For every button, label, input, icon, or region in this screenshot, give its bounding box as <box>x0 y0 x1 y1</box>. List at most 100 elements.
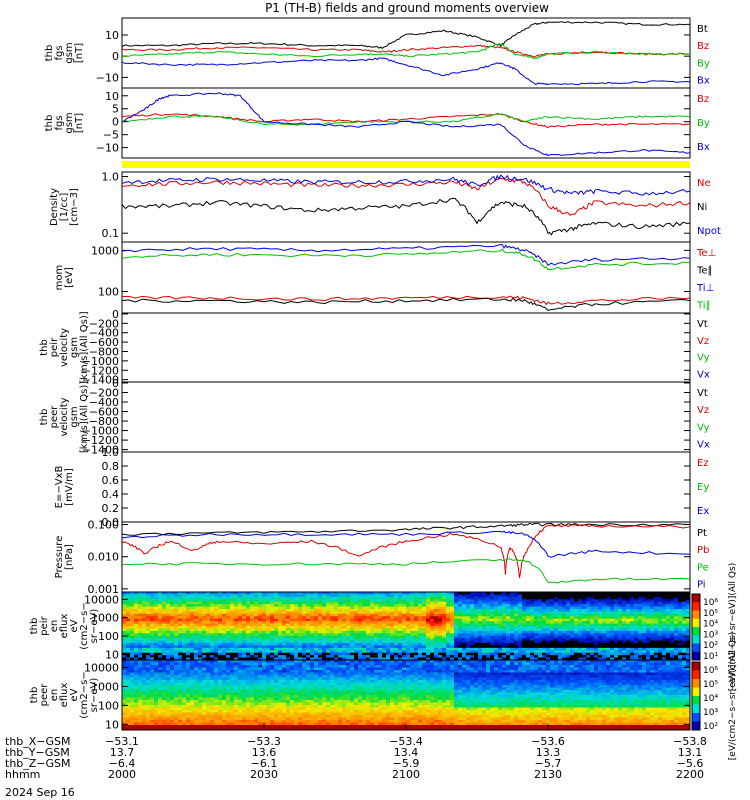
heatmap-cell <box>598 621 603 624</box>
heatmap-cell <box>506 592 511 595</box>
ylabel-line: thb <box>39 409 50 426</box>
heatmap-cell <box>178 660 183 663</box>
heatmap-cell <box>154 705 159 708</box>
heatmap-cell <box>590 640 595 644</box>
heatmap-cell <box>354 650 359 654</box>
heatmap-cell <box>550 596 555 600</box>
legend-entry: By <box>697 58 710 69</box>
heatmap-cell <box>222 702 227 706</box>
heatmap-cell <box>290 611 295 615</box>
heatmap-cell <box>406 640 411 644</box>
heatmap-cell <box>158 621 163 624</box>
heatmap-cell <box>494 635 499 639</box>
heatmap-cell <box>146 662 151 666</box>
heatmap-cell <box>286 616 291 620</box>
heatmap-cell <box>122 705 127 708</box>
heatmap-cell <box>662 645 667 649</box>
heatmap-cell <box>442 635 447 639</box>
heatmap-cell <box>494 650 499 654</box>
heatmap-cell <box>602 613 607 617</box>
legend-entry: Vx <box>697 370 710 381</box>
heatmap-cell <box>338 613 343 617</box>
heatmap-cell <box>198 712 203 716</box>
heatmap-cell <box>638 657 643 661</box>
heatmap-cell <box>154 606 159 610</box>
heatmap-cell <box>162 667 167 671</box>
heatmap-cell <box>254 611 259 615</box>
heatmap-cell <box>654 599 659 603</box>
heatmap-cell <box>166 645 171 649</box>
heatmap-cell <box>626 628 631 632</box>
heatmap-cell <box>518 621 523 624</box>
heatmap-cell <box>366 623 371 627</box>
heatmap-cell <box>362 638 367 641</box>
ytick-label: 5 <box>112 103 119 116</box>
heatmap-cell <box>142 707 147 711</box>
heatmap-cell <box>310 616 315 620</box>
heatmap-cell <box>486 613 491 617</box>
heatmap-cell <box>166 682 171 686</box>
heatmap-cell <box>146 692 151 696</box>
heatmap-cell <box>442 657 447 661</box>
heatmap-cell <box>162 623 167 627</box>
heatmap-cell <box>158 672 163 676</box>
heatmap-cell <box>306 628 311 632</box>
heatmap-cell <box>378 640 383 644</box>
heatmap-cell <box>534 638 539 641</box>
heatmap-cell <box>158 606 163 610</box>
heatmap-cell <box>326 630 331 634</box>
heatmap-cell <box>670 609 675 612</box>
heatmap-cell <box>218 599 223 603</box>
heatmap-cell <box>398 611 403 615</box>
heatmap-cell <box>194 725 199 728</box>
heatmap-cell <box>158 725 163 728</box>
heatmap-cell <box>182 692 187 696</box>
heatmap-cell <box>650 643 655 646</box>
heatmap-cell <box>518 638 523 641</box>
heatmap-cell <box>178 710 183 713</box>
heatmap-cell <box>462 635 467 639</box>
heatmap-cell <box>210 707 215 711</box>
heatmap-cell <box>478 594 483 598</box>
heatmap-cell <box>150 702 155 706</box>
heatmap-cell <box>126 611 131 615</box>
heatmap-cell <box>158 675 163 678</box>
heatmap-cell <box>398 621 403 624</box>
heatmap-cell <box>138 643 143 646</box>
heatmap-cell <box>326 652 331 656</box>
heatmap-cell <box>398 635 403 639</box>
heatmap-cell <box>358 652 363 656</box>
heatmap-cell <box>546 635 551 639</box>
heatmap-cell <box>230 667 235 671</box>
heatmap-cell <box>146 621 151 624</box>
heatmap-cell <box>362 635 367 639</box>
heatmap-cell <box>174 638 179 641</box>
heatmap-cell <box>522 616 527 620</box>
heatmap-cell <box>602 635 607 639</box>
heatmap-cell <box>346 638 351 641</box>
heatmap-cell <box>342 645 347 649</box>
heatmap-cell <box>566 606 571 610</box>
heatmap-cell <box>178 657 183 661</box>
heatmap-cell <box>298 623 303 627</box>
heatmap-cell <box>402 611 407 615</box>
heatmap-cell <box>382 633 387 637</box>
heatmap-cell <box>270 601 275 605</box>
heatmap-cell <box>294 643 299 646</box>
heatmap-cell <box>214 710 219 713</box>
heatmap-cell <box>458 633 463 637</box>
heatmap-cell <box>238 633 243 637</box>
heatmap-cell <box>542 609 547 612</box>
heatmap-cell <box>454 596 459 600</box>
heatmap-cell <box>138 592 143 595</box>
heatmap-cell <box>138 611 143 615</box>
heatmap-cell <box>450 643 455 646</box>
heatmap-cell <box>202 645 207 649</box>
heatmap-cell <box>530 638 535 641</box>
heatmap-cell <box>270 626 275 629</box>
heatmap-cell <box>206 692 211 696</box>
heatmap-cell <box>218 685 223 688</box>
heatmap-cell <box>410 611 415 615</box>
heatmap-cell <box>226 592 231 595</box>
heatmap-cell <box>314 609 319 612</box>
